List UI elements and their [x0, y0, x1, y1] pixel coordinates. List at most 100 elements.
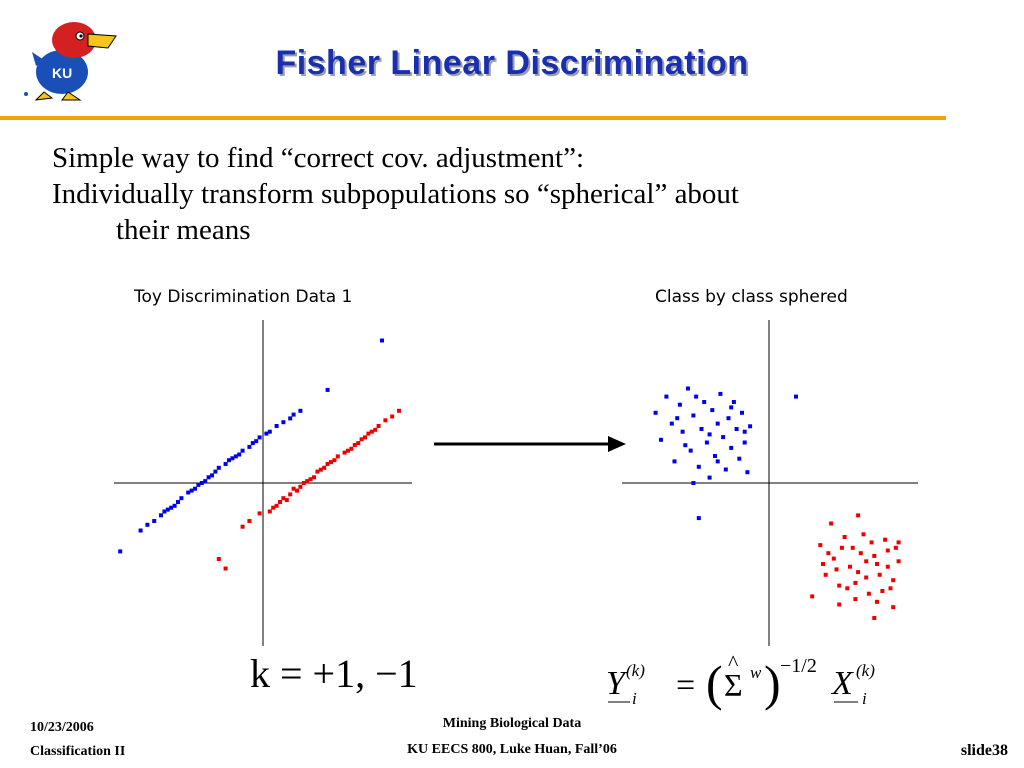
blue-class-point — [145, 522, 150, 527]
red-class-point — [861, 532, 866, 537]
footer-course-line1: Mining Biological Data — [442, 716, 582, 731]
page-title: Fisher Linear Discrimination — [275, 44, 749, 82]
footer-section: Classification II — [30, 744, 126, 759]
red-class-point — [278, 500, 282, 504]
red-class-point — [366, 431, 371, 436]
formula-X-sub: i — [862, 689, 867, 708]
blue-class-point — [704, 440, 709, 445]
blue-class-point — [675, 416, 680, 421]
red-class-point — [318, 467, 323, 472]
red-class-point — [896, 559, 901, 564]
red-class-point — [329, 460, 333, 465]
blue-class-point — [380, 338, 384, 343]
formula-equals: = — [676, 667, 695, 704]
blue-class-point — [742, 429, 747, 434]
bullet-line-2-continuation: their means — [116, 214, 251, 246]
red-class-point — [349, 446, 354, 451]
red-class-point — [848, 564, 852, 569]
red-class-point — [356, 441, 361, 446]
blue-class-point — [165, 507, 170, 512]
blue-class-point — [247, 444, 252, 449]
blue-class-point — [653, 410, 658, 415]
red-class-point — [885, 564, 890, 569]
red-class-point — [295, 488, 299, 493]
red-class-point — [891, 605, 896, 610]
blue-class-point — [707, 432, 712, 437]
blue-class-point — [206, 475, 211, 480]
footer-course-line2: KU EECS 800, Luke Huan, Fall’06 — [407, 742, 617, 757]
red-class-point — [896, 540, 901, 545]
blue-class-point — [731, 400, 736, 404]
red-class-point — [872, 553, 877, 558]
red-class-point — [888, 586, 893, 591]
blue-class-point — [691, 481, 696, 485]
red-class-point — [352, 443, 357, 447]
red-class-point — [834, 567, 839, 572]
formula-lparen: ( — [706, 655, 723, 711]
red-class-point — [223, 566, 228, 571]
red-class-point — [875, 599, 879, 604]
bullet-line-2: Individually transform subpopulations so… — [52, 178, 739, 210]
blue-class-point — [659, 437, 663, 442]
blue-class-point — [688, 448, 693, 453]
red-class-point — [322, 465, 327, 470]
blue-class-point — [729, 445, 734, 450]
sphering-formula: Y (k) i = ( Σ ^ w ) −1/2 X (k) i — [606, 650, 875, 711]
formula-X: X — [830, 665, 854, 702]
footer-date: 10/23/2006 — [30, 720, 94, 735]
blue-class-point — [721, 435, 726, 440]
formula-hat: ^ — [728, 650, 739, 675]
blue-class-point — [216, 465, 221, 470]
blue-class-point — [210, 473, 214, 478]
formula-rparen: ) — [764, 655, 781, 711]
blue-class-point — [737, 456, 742, 461]
red-class-point — [856, 513, 861, 518]
red-class-point — [864, 575, 869, 580]
red-class-point — [858, 551, 863, 556]
blue-class-point — [677, 402, 682, 407]
blue-class-point — [710, 408, 715, 413]
red-class-point — [376, 424, 381, 428]
blue-class-point — [298, 408, 303, 413]
blue-class-point — [176, 500, 180, 504]
red-class-point — [369, 429, 374, 434]
blue-class-point — [169, 505, 174, 510]
formula-sigma: Σ — [724, 667, 743, 703]
blue-class-point — [794, 394, 798, 399]
blue-class-point — [669, 421, 674, 426]
blue-class-point — [223, 462, 228, 466]
blue-class-point — [264, 431, 269, 436]
red-class-point — [837, 602, 842, 607]
blue-class-point — [213, 469, 218, 474]
right-scatter-plot — [622, 320, 918, 646]
red-class-point — [257, 511, 262, 516]
blue-class-point — [152, 519, 157, 523]
red-class-point — [810, 594, 815, 599]
red-class-point — [305, 479, 310, 484]
blue-class-point — [734, 427, 739, 431]
blue-class-point — [699, 427, 704, 431]
red-class-point — [839, 545, 844, 550]
blue-class-point — [745, 470, 750, 475]
red-class-point — [885, 548, 890, 553]
red-class-point — [308, 477, 313, 482]
blue-class-point — [179, 496, 184, 501]
red-class-point — [872, 616, 877, 620]
red-class-point — [346, 448, 350, 453]
formula-exponent: −1/2 — [780, 655, 817, 677]
red-class-point — [284, 498, 289, 503]
blue-class-point — [694, 394, 699, 399]
blue-class-point — [729, 405, 734, 410]
red-class-point — [845, 586, 850, 591]
blue-class-point — [707, 475, 712, 480]
svg-text:KU: KU — [52, 65, 72, 81]
blue-class-point — [672, 459, 677, 464]
blue-class-point — [196, 482, 201, 487]
red-class-point — [301, 481, 306, 485]
red-class-point — [837, 583, 842, 588]
red-class-point — [893, 545, 898, 550]
blue-class-point — [696, 516, 701, 521]
blue-class-point — [138, 528, 143, 533]
red-class-point — [216, 557, 221, 561]
blue-class-point — [288, 416, 293, 421]
